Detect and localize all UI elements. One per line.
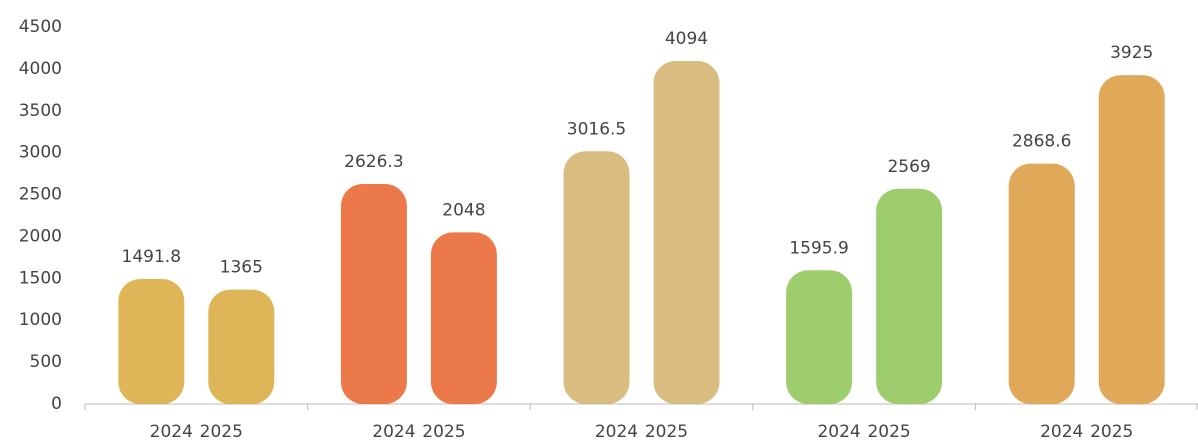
value-label: 3925 xyxy=(1110,43,1153,63)
value-label: 1365 xyxy=(220,258,263,278)
y-tick-label: 4500 xyxy=(19,17,62,37)
x-tick-label: 2024 xyxy=(150,422,193,442)
y-tick-label: 1500 xyxy=(19,268,62,288)
x-tick-label: 2024 xyxy=(1040,422,1083,442)
pictogram xyxy=(208,289,275,404)
x-tick-label: 2025 xyxy=(1090,422,1133,442)
pictogram xyxy=(786,270,853,404)
x-tick-label: 2024 xyxy=(595,422,638,442)
y-tick-label: 0 xyxy=(51,394,62,414)
pictogram xyxy=(563,151,630,404)
pictogram xyxy=(1008,163,1075,404)
x-tick-label: 2024 xyxy=(817,422,860,442)
pictogram xyxy=(430,232,497,404)
y-tick-label: 4000 xyxy=(19,59,62,79)
y-tick-label: 1000 xyxy=(19,310,62,330)
pictogram xyxy=(1098,75,1165,404)
y-tick-label: 500 xyxy=(30,352,62,372)
y-tick-label: 2000 xyxy=(19,226,62,246)
y-tick-label: 3000 xyxy=(19,143,62,163)
value-label: 2868.6 xyxy=(1012,132,1071,152)
pictogram xyxy=(653,61,720,404)
x-tick-label: 2025 xyxy=(867,422,910,442)
pictogram xyxy=(876,188,943,404)
value-label: 1595.9 xyxy=(789,238,848,258)
y-tick-label: 3500 xyxy=(19,101,62,121)
x-tick-label: 2025 xyxy=(645,422,688,442)
pictogram xyxy=(340,183,407,404)
x-tick-label: 2024 xyxy=(372,422,415,442)
pictogram xyxy=(118,279,185,404)
value-label: 3016.5 xyxy=(567,119,626,139)
value-label: 2569 xyxy=(887,157,930,177)
value-label: 2048 xyxy=(442,200,485,220)
x-tick-label: 2025 xyxy=(200,422,243,442)
value-label: 2626.3 xyxy=(344,152,403,172)
value-label: 1491.8 xyxy=(122,247,181,267)
x-tick-label: 2025 xyxy=(422,422,465,442)
y-tick-label: 2500 xyxy=(19,185,62,205)
value-label: 4094 xyxy=(665,29,708,49)
